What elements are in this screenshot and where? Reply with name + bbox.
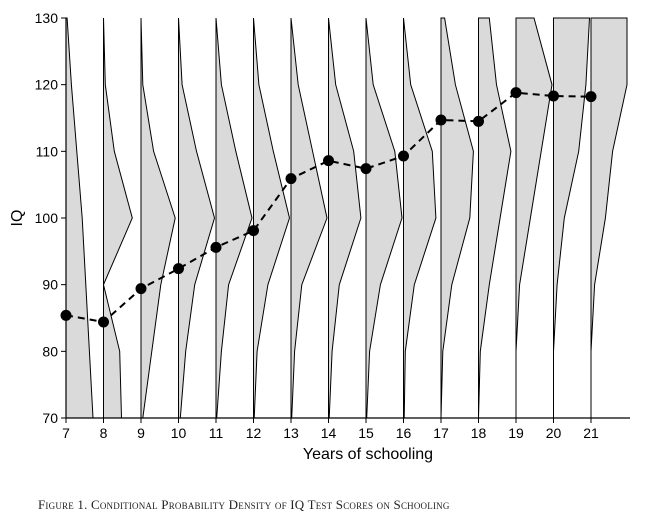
- density-shape: [590, 17, 628, 418]
- data-point: [435, 114, 447, 126]
- density-shape: [403, 17, 437, 419]
- density-shape: [478, 17, 512, 419]
- data-point: [585, 91, 597, 103]
- density-shape: [365, 17, 403, 419]
- x-tick-label: 16: [396, 425, 412, 441]
- density-shape: [102, 17, 133, 419]
- data-point: [210, 241, 222, 253]
- x-tick-label: 11: [209, 425, 224, 441]
- density-shape: [65, 17, 94, 419]
- data-point: [548, 90, 559, 102]
- figure-caption: Figure 1. Conditional Probability Densit…: [38, 497, 450, 512]
- density-shape: [440, 17, 474, 419]
- density-shapes: [65, 17, 628, 419]
- x-tick-label: 20: [546, 425, 562, 441]
- y-axis-title: IQ: [9, 210, 26, 227]
- x-tick-label: 10: [171, 425, 187, 441]
- y-tick-label: 110: [36, 143, 59, 159]
- x-tick-label: 19: [508, 425, 524, 441]
- x-tick-label: 18: [471, 425, 487, 441]
- data-point: [398, 150, 409, 162]
- y-tick-label: 80: [42, 343, 58, 359]
- data-point: [98, 316, 109, 328]
- density-shape: [253, 17, 291, 419]
- data-point: [135, 283, 147, 295]
- data-point: [360, 163, 372, 175]
- density-shape: [328, 17, 362, 419]
- density-shape: [515, 17, 553, 418]
- density-shape: [290, 17, 328, 419]
- data-point: [473, 115, 484, 127]
- x-axis-title: Years of schooling: [303, 446, 433, 463]
- x-tick-label: 7: [62, 425, 70, 441]
- y-tick-label: 70: [42, 410, 58, 426]
- x-tick-label: 15: [358, 425, 374, 441]
- density-shape: [553, 17, 591, 418]
- series-line: [65, 91, 592, 324]
- data-point: [248, 225, 259, 237]
- data-point: [510, 87, 522, 99]
- data-point: [60, 309, 72, 321]
- y-tick-label: 120: [35, 77, 59, 93]
- x-tick-label: 21: [583, 425, 599, 441]
- data-point: [323, 155, 334, 167]
- density-shape: [140, 17, 176, 419]
- x-tick-label: 14: [321, 425, 337, 441]
- x-tick-label: 13: [283, 425, 299, 441]
- y-tick-label: 90: [42, 277, 58, 293]
- x-tick-label: 9: [137, 425, 145, 441]
- data-point: [173, 263, 184, 275]
- density-shape: [178, 17, 216, 419]
- density-shape: [215, 17, 253, 419]
- x-tick-label: 12: [246, 425, 262, 441]
- x-tick-label: 8: [100, 425, 108, 441]
- chart: 70 80 90 100 110 120 130 7 8 9 10 11 12 13 14 15 16 17 18 1…: [9, 10, 630, 463]
- data-point: [285, 173, 297, 185]
- y-tick-label: 100: [35, 210, 59, 226]
- y-tick-label: 130: [35, 10, 59, 26]
- x-tick-label: 17: [433, 425, 449, 441]
